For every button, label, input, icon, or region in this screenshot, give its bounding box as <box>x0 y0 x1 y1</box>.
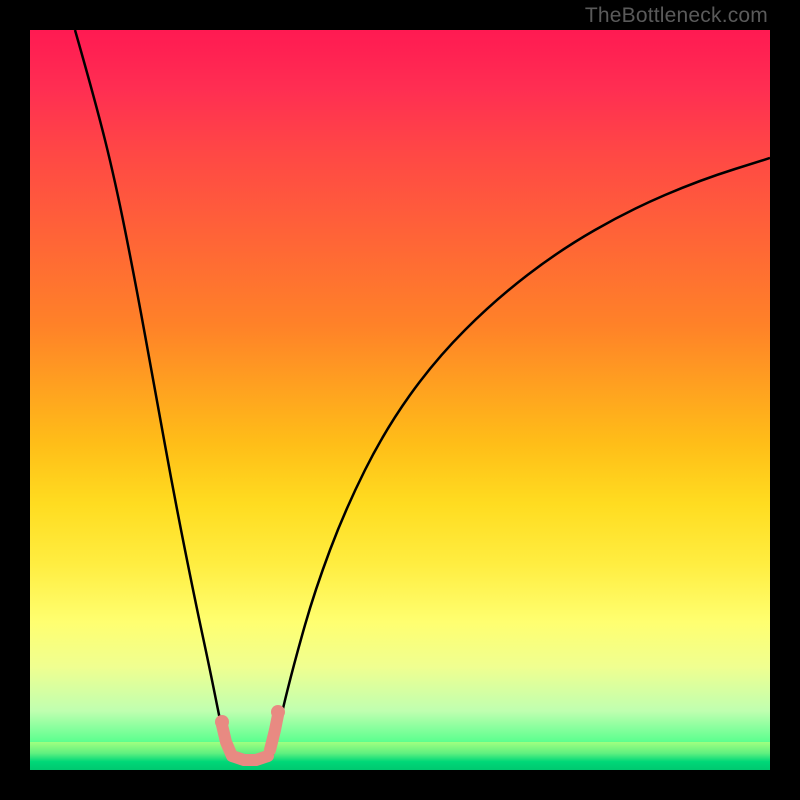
marker-dot <box>271 705 285 719</box>
marker-left-segment <box>222 725 268 760</box>
curve-left-branch <box>75 30 228 758</box>
marker-right-segment <box>270 715 278 750</box>
curve-svg <box>30 30 770 770</box>
bottleneck-curve <box>75 30 770 758</box>
marker-overlay <box>215 705 285 760</box>
watermark-text: TheBottleneck.com <box>585 4 768 28</box>
chart-plot-area <box>30 30 770 770</box>
marker-dot <box>215 715 229 729</box>
curve-right-branch <box>272 158 770 758</box>
